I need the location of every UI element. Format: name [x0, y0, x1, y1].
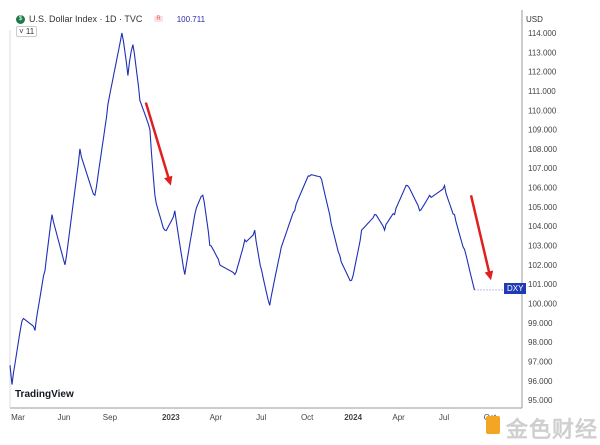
- y-tick-label: 102.000: [528, 261, 557, 270]
- y-tick-label: 101.000: [528, 280, 557, 289]
- last-value: 100.711: [176, 14, 206, 24]
- y-tick-label: 104.000: [528, 222, 557, 231]
- indicators-collapse-button[interactable]: ˅ 11: [16, 26, 38, 37]
- y-tick-label: 106.000: [528, 184, 557, 193]
- y-tick-label: 114.000: [528, 29, 557, 38]
- x-tick-label: 2023: [162, 413, 180, 422]
- currency-label[interactable]: USD: [526, 15, 543, 24]
- series-line-dxy: [9, 32, 476, 385]
- x-tick-label: Apr: [210, 413, 223, 422]
- y-tick-label: 105.000: [528, 203, 557, 212]
- x-tick-label: 2024: [344, 413, 362, 422]
- x-tick-label: Jul: [256, 413, 266, 422]
- watermark-logo-icon: [486, 416, 500, 434]
- y-tick-label: 100.000: [528, 299, 557, 308]
- watermark: 金色财经: [484, 412, 598, 444]
- y-tick-label: 113.000: [528, 48, 557, 57]
- y-tick-label: 96.000: [528, 377, 553, 386]
- y-tick-label: 98.000: [528, 338, 553, 347]
- x-tick-label: Oct: [301, 413, 314, 422]
- x-tick-label: Mar: [11, 413, 25, 422]
- y-tick-label: 109.000: [528, 126, 557, 135]
- market-status-badge: R: [154, 16, 163, 22]
- x-tick-label: Jun: [57, 413, 70, 422]
- arrow-annotation-1: [144, 102, 171, 181]
- y-tick-label: 103.000: [528, 242, 557, 251]
- y-tick-label: 95.000: [528, 396, 553, 405]
- y-tick-label: 110.000: [528, 106, 557, 115]
- arrow-head-icon: [164, 175, 173, 186]
- x-tick-label: Jul: [439, 413, 449, 422]
- x-tick-label: Apr: [392, 413, 405, 422]
- arrow-head-icon: [484, 270, 494, 281]
- x-tick-label: Sep: [103, 413, 118, 422]
- symbol-price-tag: DXY: [504, 283, 527, 294]
- symbol-logo-icon: $: [16, 14, 25, 24]
- y-tick-label: 107.000: [528, 164, 557, 173]
- arrow-annotation-2: [469, 195, 491, 275]
- y-tick-label: 108.000: [528, 145, 557, 154]
- y-tick-label: 111.000: [528, 87, 556, 96]
- chart-header: $ U.S. Dollar Index · 1D · TVC R 100.711: [16, 14, 205, 24]
- y-tick-label: 97.000: [528, 357, 553, 366]
- symbol-title: U.S. Dollar Index · 1D · TVC: [29, 14, 143, 24]
- tradingview-logo: TradingView: [15, 389, 74, 400]
- y-tick-label: 112.000: [528, 68, 557, 77]
- y-tick-label: 99.000: [528, 319, 553, 328]
- watermark-text: 金色财经: [506, 417, 599, 442]
